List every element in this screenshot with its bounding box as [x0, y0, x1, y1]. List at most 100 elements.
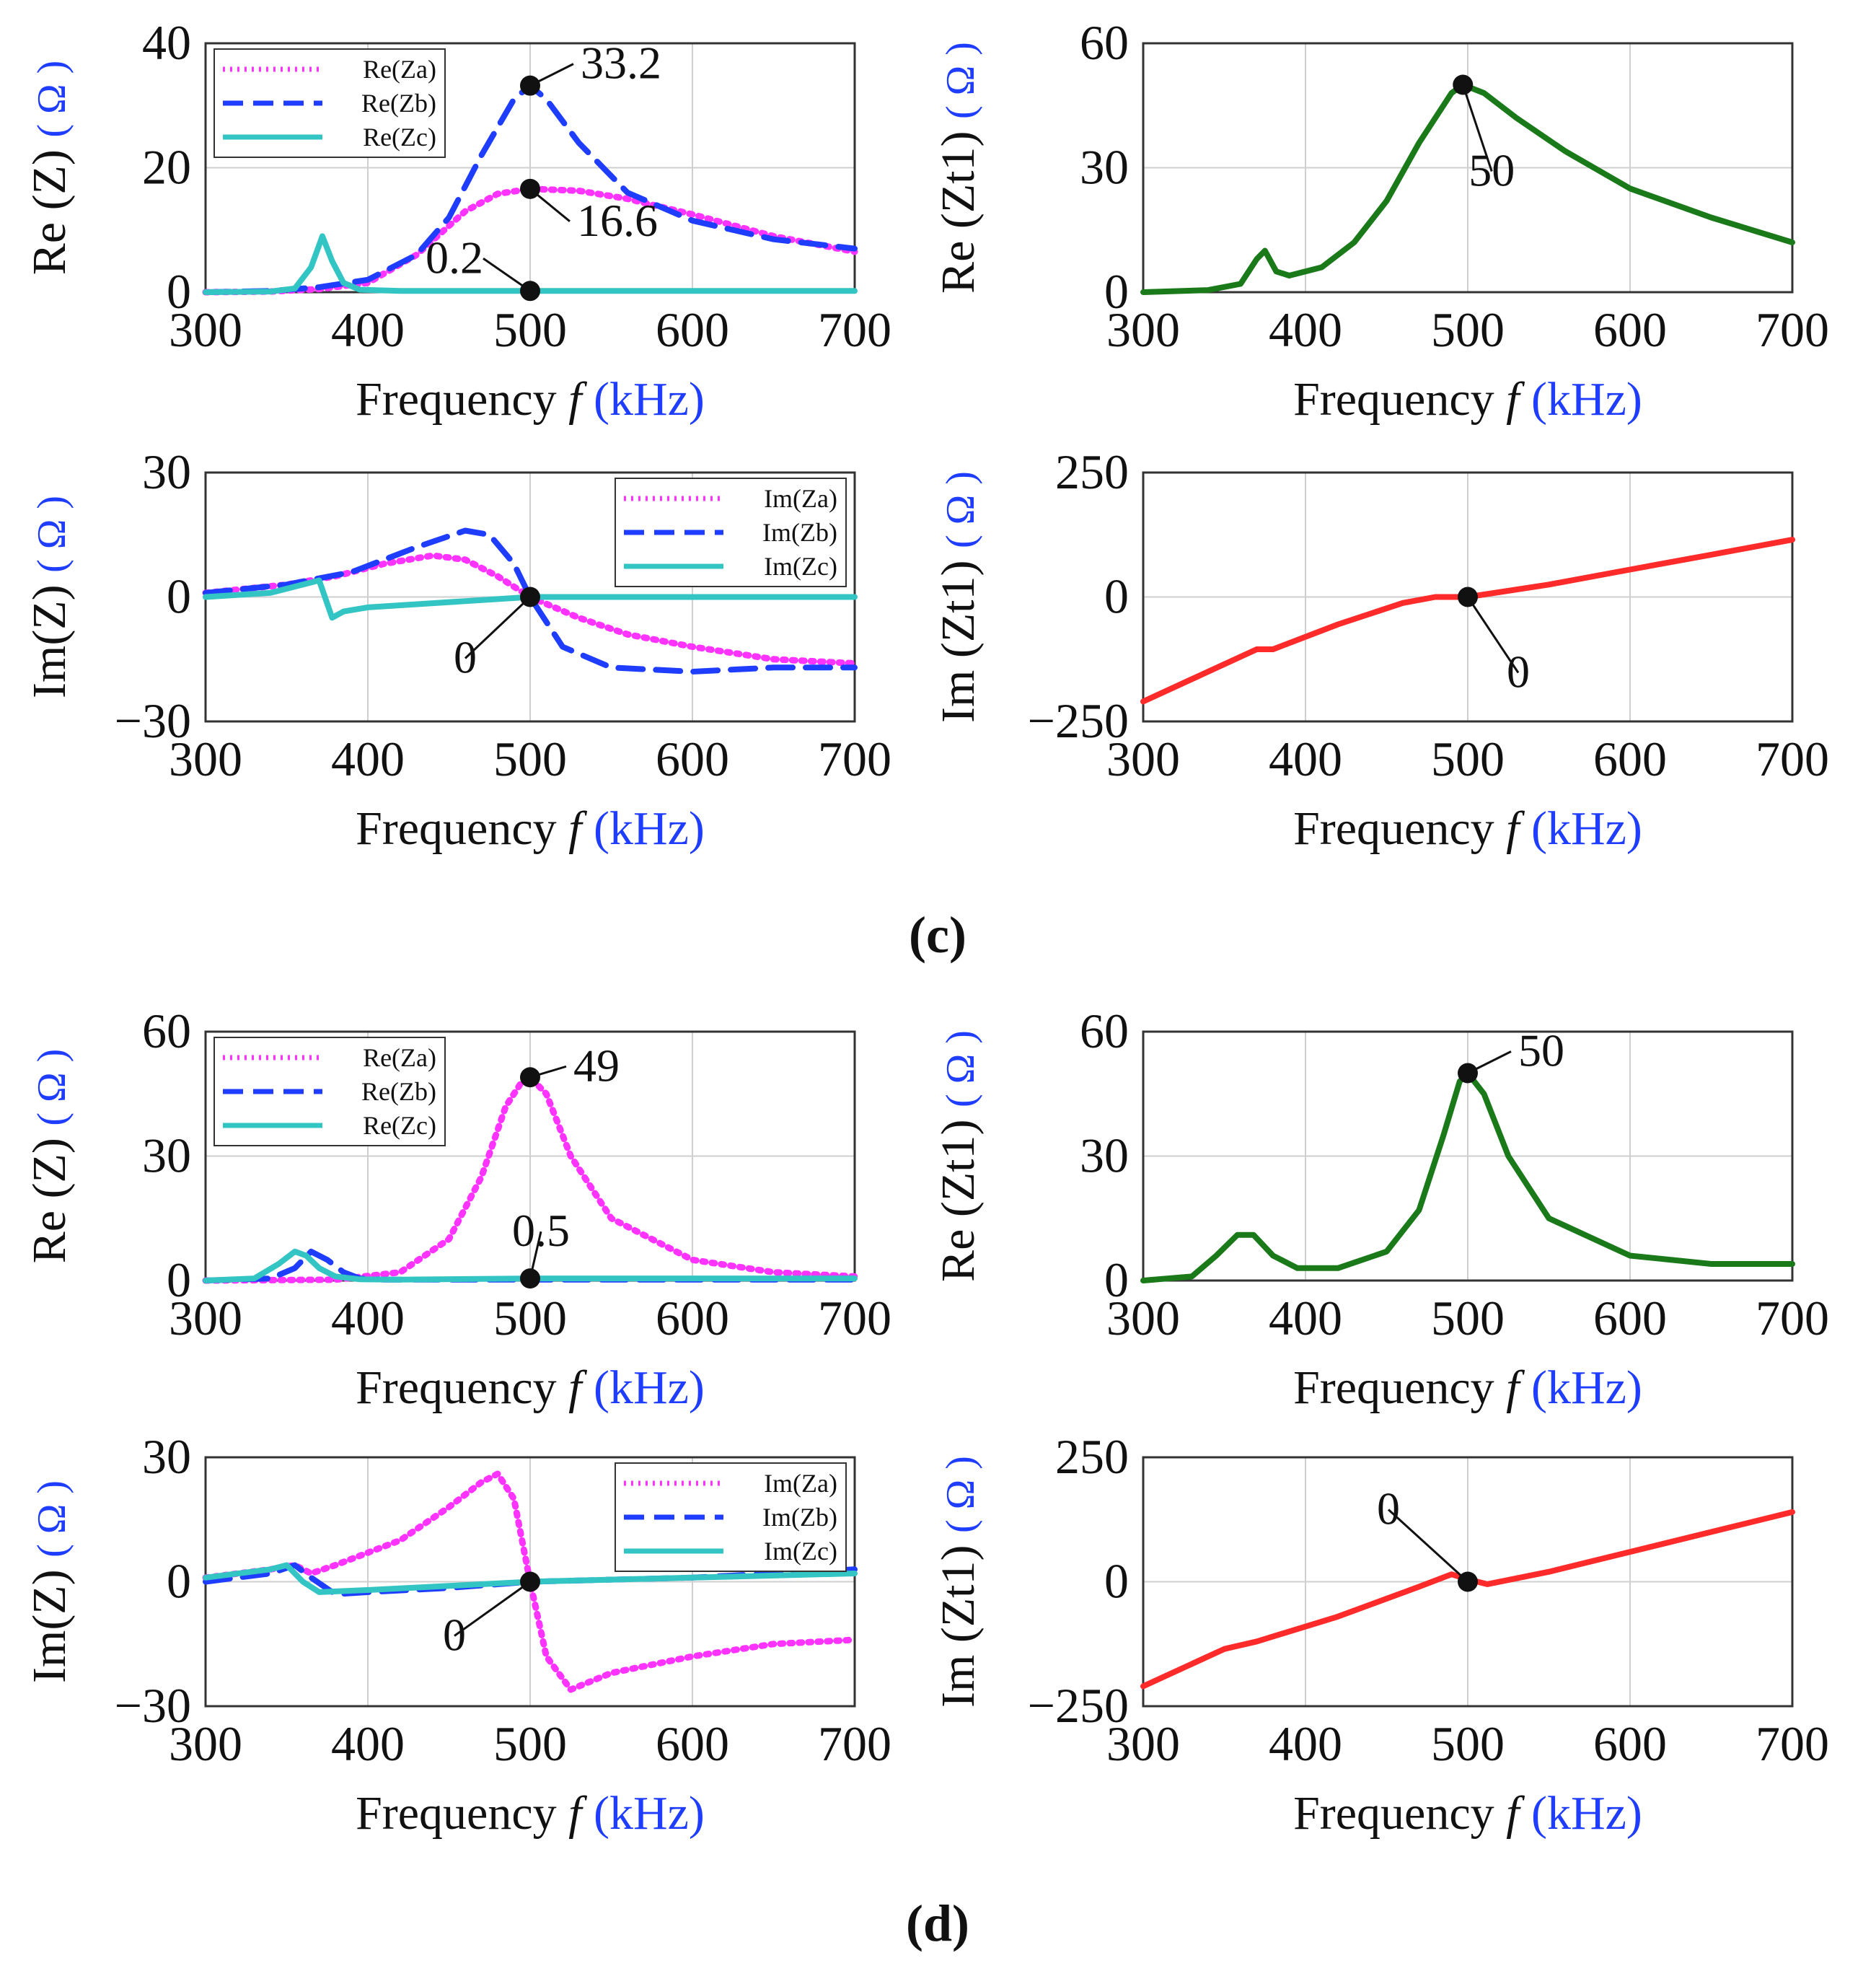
x-axis-label: Frequency f (kHz) — [356, 373, 705, 426]
y-tick-label: 30 — [142, 1429, 191, 1484]
x-tick-label: 300 — [169, 1291, 242, 1345]
x-tick-label: 600 — [1593, 1716, 1667, 1771]
legend-label: Im(Zb) — [762, 1503, 837, 1532]
legend-label: Im(Za) — [764, 484, 837, 513]
chart-d_im_z: 300 400 500 600 700 −30 0 30 Frequency f (kHz) Im… — [23, 1429, 891, 1840]
x-tick-label: 700 — [818, 732, 891, 786]
x-tick-label: 500 — [493, 302, 567, 357]
chart-c_re_zt: 300 400 500 600 700 0 30 60 Frequency f (kHz) Re … — [932, 15, 1829, 426]
x-tick-label: 300 — [1106, 302, 1180, 357]
x-axis-label: Frequency f (kHz) — [1293, 373, 1642, 426]
x-tick-label: 700 — [1756, 1291, 1829, 1345]
x-axis-var: f — [1506, 1787, 1531, 1840]
x-tick-label: 600 — [656, 732, 729, 786]
marker-label: 0.5 — [512, 1205, 570, 1256]
marker-label: 0 — [1377, 1483, 1400, 1534]
y-axis-name: Im (Zt1) — [932, 1533, 985, 1708]
y-tick-label: 0 — [167, 264, 191, 319]
x-tick-label: 700 — [1756, 302, 1829, 357]
marker-leader-line — [454, 1581, 531, 1637]
panel-label-c: (c) — [909, 906, 966, 964]
plot-frame — [1142, 471, 1794, 723]
x-tick-label: 700 — [818, 1716, 891, 1771]
marker-label: 33.2 — [581, 38, 661, 89]
series-line-im-zc — [203, 1562, 858, 1595]
x-tick-label: 500 — [1431, 1716, 1505, 1771]
legend: Im(Za) Im(Zb) Im(Zc) — [615, 1462, 847, 1572]
x-tick-label: 400 — [331, 1716, 405, 1771]
x-tick-label: 400 — [1269, 732, 1342, 786]
y-tick-label: −250 — [1028, 693, 1129, 748]
marker-point — [520, 281, 540, 302]
marker-label: 0 — [1507, 646, 1530, 698]
y-tick-label: 30 — [1080, 1128, 1129, 1183]
series-line-im-zc — [203, 577, 858, 621]
x-tick-label: 400 — [331, 302, 405, 357]
x-axis-label: Frequency f (kHz) — [1293, 802, 1642, 855]
y-axis-name: Re (Zt1) — [932, 119, 985, 294]
marker-label: 50 — [1468, 145, 1515, 196]
series-line-re-zt1 — [1140, 1070, 1795, 1283]
x-axis-name: Frequency — [1293, 1787, 1506, 1840]
x-tick-label: 600 — [1593, 732, 1667, 786]
x-tick-label: 300 — [169, 1716, 242, 1771]
marker-leader-line — [1466, 596, 1520, 674]
x-axis-unit: (kHz) — [1531, 1361, 1642, 1414]
x-axis-var: f — [1506, 1361, 1531, 1414]
x-axis-unit: (kHz) — [1531, 802, 1642, 855]
marker-point — [1458, 587, 1478, 607]
x-tick-label: 300 — [1106, 732, 1180, 786]
x-axis-name: Frequency — [1293, 1361, 1506, 1414]
marker-label: 49 — [573, 1040, 620, 1091]
series-line-im-zb — [203, 527, 858, 675]
x-axis-name: Frequency — [356, 802, 568, 855]
series-line-re-zc — [203, 1248, 858, 1283]
x-axis-unit: (kHz) — [594, 373, 705, 426]
y-tick-label: 0 — [167, 1554, 191, 1609]
y-axis-name: Re (Zt1) — [932, 1107, 985, 1282]
x-axis-name: Frequency — [1293, 802, 1506, 855]
chart-d_re_zt: 300 400 500 600 700 0 30 60 Frequency f (kHz) Re … — [932, 1004, 1829, 1414]
y-tick-label: −30 — [115, 1678, 191, 1733]
marker-label: 50 — [1518, 1025, 1564, 1076]
y-axis-label: Im (Zt1) ( Ω ) — [932, 1456, 985, 1708]
x-axis-name: Frequency — [356, 373, 568, 426]
x-tick-label: 300 — [169, 302, 242, 357]
x-axis-unit: (kHz) — [1531, 1787, 1642, 1840]
legend-label: Re(Zb) — [361, 1077, 436, 1106]
chart-c_re_z: 300 400 500 600 700 0 20 40 Frequency f (kHz) Re … — [23, 15, 891, 426]
legend: Re(Za) Re(Zb) Re(Zc) — [213, 48, 446, 158]
marker-point — [520, 1571, 540, 1592]
x-tick-label: 600 — [1593, 1291, 1667, 1345]
y-axis-unit: ( Ω ) — [30, 61, 74, 138]
y-tick-label: 30 — [142, 444, 191, 499]
x-axis-unit: (kHz) — [1531, 373, 1642, 426]
x-tick-label: 700 — [818, 1291, 891, 1345]
y-tick-label: 40 — [142, 15, 191, 70]
marker-leader-line — [1461, 84, 1493, 172]
x-tick-label: 500 — [493, 1291, 567, 1345]
marker-label: 16.6 — [577, 195, 658, 246]
x-axis-name: Frequency — [356, 1787, 568, 1840]
series-line-re-zt1 — [1140, 82, 1795, 295]
y-axis-name: Im(Z) — [23, 1558, 76, 1683]
x-axis-var: f — [1506, 802, 1531, 855]
marker-point — [520, 587, 540, 607]
series-line-im-za — [202, 1470, 858, 1693]
series-line-re-zb — [203, 82, 858, 295]
x-tick-label: 400 — [1269, 302, 1342, 357]
y-tick-label: 250 — [1055, 444, 1129, 499]
chart-c_im_z: 300 400 500 600 700 −30 0 30 Frequency f (kHz) Im… — [23, 444, 891, 855]
marker-point — [1453, 74, 1474, 95]
x-tick-label: 400 — [1269, 1716, 1342, 1771]
legend-label: Im(Zc) — [764, 1537, 837, 1566]
x-tick-label: 600 — [656, 1716, 729, 1771]
marker-label: 0 — [443, 1610, 466, 1661]
plot-frame — [1142, 1030, 1794, 1282]
legend: Im(Za) Im(Zb) Im(Zc) — [615, 478, 847, 587]
x-axis-label: Frequency f (kHz) — [356, 802, 705, 855]
x-axis-unit: (kHz) — [594, 1361, 705, 1414]
x-axis-label: Frequency f (kHz) — [1293, 1787, 1642, 1840]
y-axis-unit: ( Ω ) — [938, 42, 983, 119]
